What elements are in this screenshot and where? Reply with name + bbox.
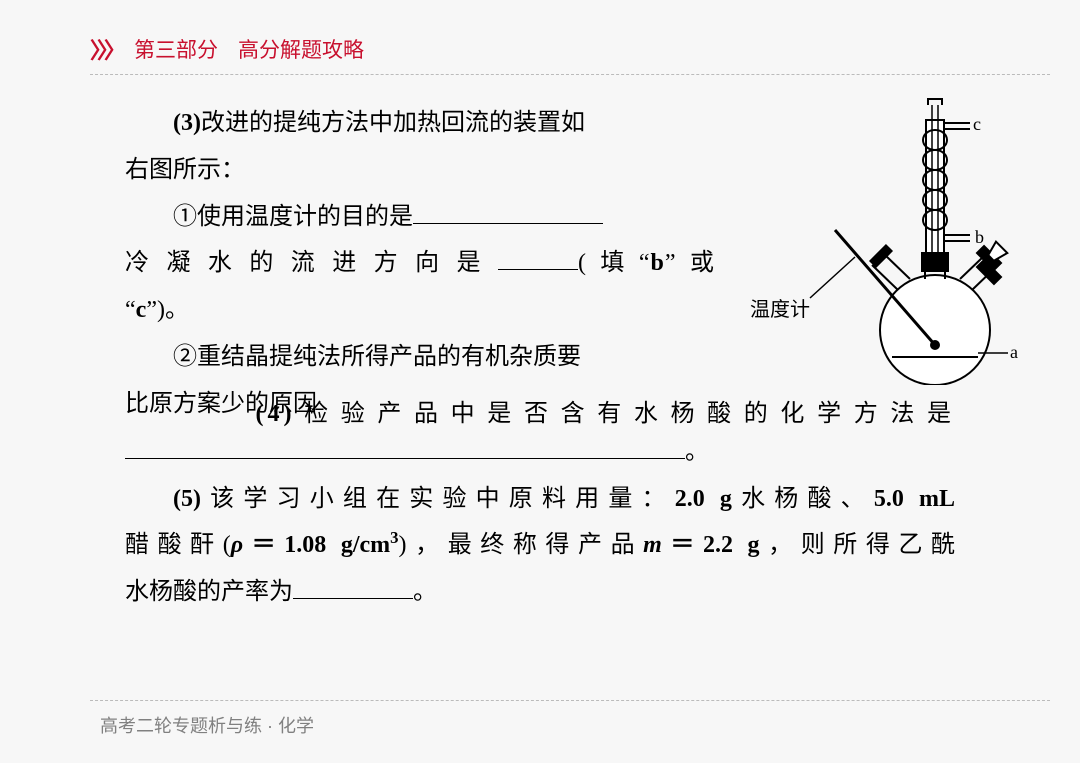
label-b: b <box>975 227 984 247</box>
header: 〉〉〉 第三部分 高分解题攻略 <box>90 34 364 64</box>
q1-text-d: “c”)。 <box>125 297 189 323</box>
q5b3: )，最终称得产品 <box>399 532 644 558</box>
q5c1: 水杨酸的产率为 <box>125 579 293 605</box>
q5c2: 。 <box>413 579 437 605</box>
footer-text: 高考二轮专题析与练 · 化学 <box>100 712 314 738</box>
label-c: c <box>973 114 981 134</box>
q5-text-a: 该学习小组在实验中原料用量：2.0 g水杨酸、5.0 mL <box>201 486 955 512</box>
p3-line2: 右图所示： <box>125 147 715 194</box>
label-a: a <box>1010 342 1018 362</box>
sup3: 3 <box>390 528 398 547</box>
q1-text-b: 冷凝水的流进方向是 <box>125 250 498 276</box>
q4-line: (4)检验产品中是否含有水杨酸的化学方法是 <box>125 391 955 438</box>
blank-4 <box>293 575 413 599</box>
q4-text: 检验产品中是否含有水杨酸的化学方法是 <box>295 401 955 427</box>
q5-line2: 醋酸酐(ρ＝1.08 g/cm3)，最终称得产品m＝2.2 g，则所得乙酰 <box>125 522 955 569</box>
q1-line3: “c”)。 <box>125 287 715 334</box>
rho: ρ <box>231 532 243 558</box>
q5b2: ＝1.08 g/cm3 <box>243 532 398 558</box>
q1-text-c: (填“b”或 <box>578 250 715 276</box>
divider-top <box>90 74 1050 75</box>
mvar: m <box>643 532 662 558</box>
q2-line1: ②重结晶提纯法所得产品的有机杂质要 <box>125 334 715 381</box>
divider-bottom <box>90 700 1050 701</box>
blank-3 <box>125 435 685 459</box>
q5-line3: 水杨酸的产率为 。 <box>125 569 955 616</box>
header-title: 高分解题攻略 <box>238 34 364 64</box>
q1-line1: ①使用温度计的目的是 <box>125 194 715 241</box>
q5-line1: (5)该学习小组在实验中原料用量：2.0 g水杨酸、5.0 mL <box>125 476 955 523</box>
blank-1 <box>413 200 603 224</box>
q1-text-a: ①使用温度计的目的是 <box>173 204 413 230</box>
apparatus-svg: a b c <box>750 95 1020 385</box>
header-part: 第三部分 <box>134 34 218 64</box>
thermometer-label: 温度计 <box>750 293 810 322</box>
p3-line1: (3)改进的提纯方法中加热回流的装置如 <box>125 100 715 147</box>
q5b1: 醋酸酐( <box>125 532 231 558</box>
header-chevrons: 〉〉〉 <box>90 33 122 65</box>
blank-2 <box>498 246 578 270</box>
apparatus-diagram: a b c 温度计 <box>750 95 1020 385</box>
q1-line2: 冷凝水的流进方向是 (填“b”或 <box>125 240 715 287</box>
overlap-row: 比原方案少的原因 (4)检验产品中是否含有水杨酸的化学方法是 <box>125 381 955 429</box>
q5b4: ，则所得乙酰 <box>760 532 955 558</box>
